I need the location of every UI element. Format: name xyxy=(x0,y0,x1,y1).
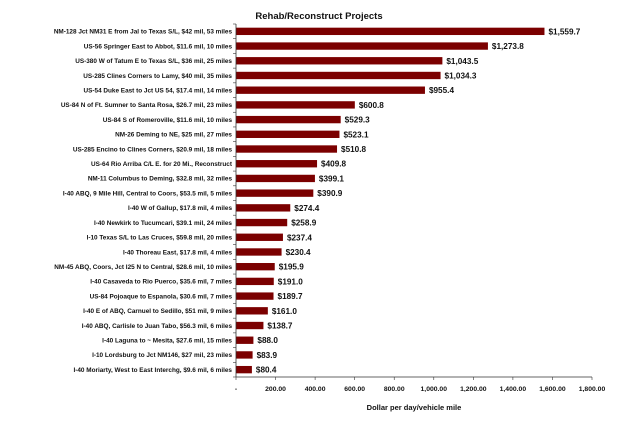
value-label: $189.7 xyxy=(278,292,303,301)
category-label: US-84 Pojoaque to Espanola, $30.6 mil, 7… xyxy=(90,293,233,300)
category-label: I-10 Texas S/L to Las Cruces, $59.8 mil,… xyxy=(87,235,233,242)
bars-group xyxy=(236,27,545,374)
category-label: US-285 Clines Corners to Lamy, $40 mil, … xyxy=(83,73,232,80)
x-tick-label: 200.00 xyxy=(265,386,286,393)
bar xyxy=(236,277,274,286)
value-label: $88.0 xyxy=(257,336,278,345)
bar xyxy=(236,174,315,183)
category-label: NM-45 ABQ, Coors, Jct I25 N to Central, … xyxy=(54,264,232,271)
x-axis-label: Dollar per day/vehicle mile xyxy=(367,403,462,412)
x-tick-label: - xyxy=(235,386,237,393)
category-label: I-40 Moriarty, West to East Interchg, $9… xyxy=(73,367,232,374)
category-label: NM-26 Deming to NE, $25 mil, 27 miles xyxy=(115,132,232,139)
value-label: $523.1 xyxy=(343,130,368,139)
bar xyxy=(236,130,340,138)
category-label: US-84 N of Ft. Sumner to Santa Rosa, $26… xyxy=(61,102,233,109)
bar xyxy=(236,307,268,315)
bar xyxy=(236,218,288,227)
value-labels-group: $1,559.7 $1,273.8 $1,043.5 $1,034.3 $955.4 $6… xyxy=(256,27,581,374)
bar xyxy=(236,86,425,94)
bar xyxy=(236,336,254,344)
bar xyxy=(236,101,355,109)
value-label: $258.9 xyxy=(291,219,316,228)
value-label: $1,034.3 xyxy=(445,71,477,80)
x-tick-label: 800.00 xyxy=(384,386,405,393)
x-tick-label: 400.00 xyxy=(305,386,326,393)
category-label: US-56 Springer East to Abbot, $11.6 mil,… xyxy=(84,43,233,50)
bar xyxy=(236,263,275,271)
bar xyxy=(236,115,341,124)
value-label: $510.8 xyxy=(341,145,366,154)
category-label: I-40 Thoreau East, $17.8 mil, 4 miles xyxy=(123,249,232,256)
bar xyxy=(236,365,252,374)
x-tick-label: 1,400.00 xyxy=(500,386,527,393)
value-label: $529.3 xyxy=(345,116,370,125)
category-label: US-54 Duke East to Jct US 54, $17.4 mil,… xyxy=(84,87,233,94)
category-label: I-40 Laguna to ~ Mesita, $27.6 mil, 15 m… xyxy=(102,338,232,345)
bar xyxy=(236,160,318,168)
bar xyxy=(236,351,253,359)
x-tick-label: 1,200.00 xyxy=(460,386,487,393)
value-label: $399.1 xyxy=(319,174,344,183)
category-label: I-40 ABQ, Carlisle to Juan Tabo, $56.3 m… xyxy=(82,323,233,330)
x-tick-label: 600.00 xyxy=(344,386,365,393)
bar xyxy=(236,204,291,212)
bar xyxy=(236,57,443,65)
category-label: US-285 Encino to Clines Corners, $20.9 m… xyxy=(73,146,233,153)
value-label: $80.4 xyxy=(256,366,277,375)
value-label: $390.9 xyxy=(317,189,342,198)
category-label: I-40 ABQ, 9 Mile Hill, Central to Coors,… xyxy=(63,190,233,197)
bar xyxy=(236,145,338,153)
category-label: NM-128 Jct NM31 E from Jal to Texas S/L,… xyxy=(54,29,233,36)
category-label: I-10 Lordsburg to Jct NM146, $27 mil, 23… xyxy=(92,352,232,359)
value-label: $1,273.8 xyxy=(492,42,524,51)
bar xyxy=(236,233,283,241)
category-label: US-380 W of Tatum E to Texas S/L, $36 mi… xyxy=(75,58,232,65)
category-label: I-40 Casaveda to Rio Puerco, $35.6 mil, … xyxy=(90,279,232,286)
category-label: I-40 E of ABQ, Carnuel to Sedillo, $51 m… xyxy=(83,308,232,315)
value-label: $409.8 xyxy=(321,160,346,169)
bar xyxy=(236,248,282,256)
value-label: $955.4 xyxy=(429,86,454,95)
bar xyxy=(236,292,274,300)
value-label: $1,043.5 xyxy=(446,57,478,66)
value-label: $138.7 xyxy=(267,322,292,331)
value-label: $600.8 xyxy=(359,101,384,110)
value-label: $237.4 xyxy=(287,233,312,242)
x-tick-label: 1,600.00 xyxy=(539,386,566,393)
chart-title: Rehab/Reconstruct Projects xyxy=(255,11,382,22)
value-label: $191.0 xyxy=(278,277,303,286)
bar xyxy=(236,189,314,197)
bar xyxy=(236,321,264,330)
bar xyxy=(236,71,441,80)
value-label: $274.4 xyxy=(294,204,319,213)
x-tick-label: 1,800.00 xyxy=(579,386,606,393)
bar xyxy=(236,27,545,36)
y-ticks-group xyxy=(233,23,236,378)
x-tick-label: 1,000.00 xyxy=(421,386,448,393)
category-label: I-40 Newkirk to Tucumcari, $39.1 mil, 24… xyxy=(94,220,232,227)
value-label: $195.9 xyxy=(279,263,304,272)
value-label: $161.0 xyxy=(272,307,297,316)
x-ticks-group: - 200.00 400.00 600.00 800.00 1,000.00 1,200.0… xyxy=(235,377,606,393)
value-label: $1,559.7 xyxy=(548,27,580,36)
value-label: $83.9 xyxy=(257,351,278,360)
category-labels-group: NM-128 Jct NM31 E from Jal to Texas S/L,… xyxy=(54,29,233,374)
value-label: $230.4 xyxy=(286,248,311,257)
category-label: US-64 Rio Arriba C/L E. for 20 Mi., Reco… xyxy=(91,161,233,168)
bar xyxy=(236,42,488,50)
category-label: NM-11 Columbus to Deming, $32.8 mil, 32 … xyxy=(88,176,233,183)
category-label: US-84 S of Romeroville, $11.6 mil, 10 mi… xyxy=(103,117,233,124)
category-label: I-40 W of Gallup, $17.8 mil, 4 miles xyxy=(128,205,233,212)
